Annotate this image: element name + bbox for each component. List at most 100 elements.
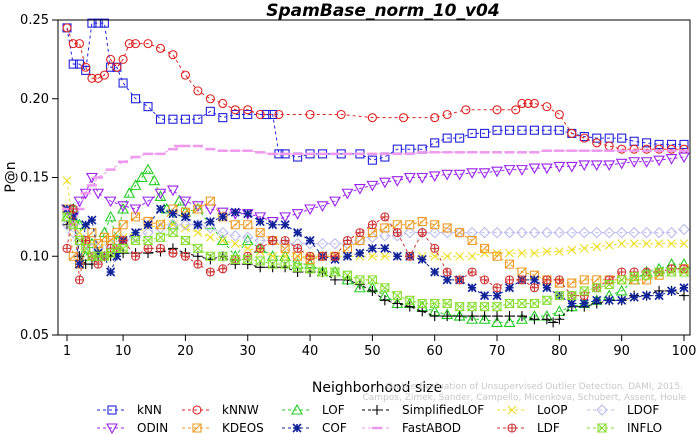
point-inflo (391, 291, 403, 301)
point-simplifiedlof (379, 295, 390, 306)
point-lof (154, 190, 167, 201)
point-knnw (131, 39, 141, 49)
point-simplifiedlof (541, 314, 552, 325)
point-ldof (590, 226, 603, 239)
point-cof (106, 267, 116, 277)
point-odin (478, 168, 491, 179)
series-odin (61, 152, 690, 228)
point-odin (254, 212, 267, 224)
point-inflo (566, 291, 578, 301)
point-odin (590, 160, 603, 172)
point-ldf (118, 235, 128, 246)
legend-label-simplifiedlof: SimplifiedLOF (402, 403, 484, 417)
point-loop (654, 239, 664, 249)
point-ldf (430, 243, 440, 253)
point-ldof (566, 226, 578, 239)
legend: kNN kNNW LOF SimplifiedLOF LoOP LDOF ODIN KDEOS… (97, 403, 662, 434)
point-ldf (193, 259, 203, 269)
legend-label-ldof: LDOF (627, 403, 659, 417)
point-loop (629, 239, 639, 249)
legend-entry-simplifiedlof: SimplifiedLOF (362, 403, 484, 417)
point-cof (567, 298, 577, 309)
point-inflo (603, 280, 615, 290)
legend-entry-fastabod: FastABOD (362, 421, 461, 434)
point-inflo (441, 298, 453, 309)
series-knnw (62, 23, 689, 154)
point-loop (62, 176, 72, 186)
point-loop (467, 251, 477, 261)
series-line-odin (66, 156, 685, 223)
point-ldf (143, 243, 153, 253)
point-kdeos (392, 220, 402, 230)
point-inflo (74, 235, 85, 246)
point-loop (193, 228, 203, 238)
legend-entry-odin: ODIN (97, 421, 168, 434)
point-cof (392, 251, 402, 261)
point-inflo (254, 256, 266, 266)
point-lof (491, 316, 503, 327)
point-simplifiedlof (479, 311, 490, 322)
legend-label-loop: LoOP (537, 403, 568, 417)
legend-label-odin: ODIN (137, 421, 168, 434)
point-knnw (230, 105, 240, 115)
legend-entry-inflo: INFLO (587, 421, 662, 434)
point-simplifiedlof (529, 314, 540, 325)
point-odin (378, 177, 391, 189)
point-inflo (504, 298, 515, 309)
legend-label-fastabod: FastABOD (402, 421, 461, 434)
point-knn (455, 133, 465, 143)
point-odin (653, 155, 666, 167)
point-ldf (417, 228, 427, 238)
y-tick-label: 0.25 (20, 13, 49, 28)
point-knnw (542, 102, 552, 112)
point-cof (255, 217, 265, 227)
legend-marker-knnw (192, 405, 202, 415)
point-ldof (603, 226, 615, 239)
point-loop (604, 240, 614, 250)
point-ldof (204, 222, 217, 234)
point-inflo (616, 275, 628, 285)
point-simplifiedlof (679, 290, 689, 301)
point-ldf (455, 275, 465, 285)
point-cof (130, 228, 141, 238)
point-kdeos (480, 243, 490, 253)
point-lof (129, 179, 142, 190)
point-knnw (642, 144, 652, 154)
point-kdeos (492, 251, 502, 261)
point-odin (167, 185, 179, 197)
point-ldf (604, 275, 614, 285)
point-simplifiedlof (492, 311, 503, 322)
point-inflo (454, 302, 465, 312)
point-inflo (242, 254, 254, 264)
point-kdeos (99, 232, 109, 242)
point-loop (530, 248, 539, 258)
point-knn (517, 125, 527, 135)
point-ldof (628, 226, 640, 239)
point-cof (268, 220, 278, 230)
point-lof (148, 174, 161, 186)
point-knnw (367, 113, 377, 123)
point-ldof (541, 226, 553, 239)
point-kdeos (417, 217, 427, 227)
legend-marker-kdeos (192, 423, 202, 433)
point-cof (193, 220, 203, 230)
point-loop (492, 248, 502, 258)
point-lof (135, 171, 148, 183)
point-cof (380, 243, 390, 253)
point-knnw (143, 39, 153, 49)
point-cof (68, 212, 78, 222)
point-inflo (367, 275, 378, 285)
point-loop (667, 239, 676, 249)
point-ldf (342, 235, 353, 246)
point-inflo (479, 302, 490, 312)
point-knn (480, 128, 490, 138)
point-loop (505, 248, 514, 258)
point-cof (367, 243, 377, 253)
point-inflo (591, 283, 603, 293)
point-ldof (516, 226, 528, 239)
point-knnw (461, 105, 471, 115)
point-cof (168, 209, 178, 219)
point-ldf (68, 204, 78, 214)
point-knnw (511, 105, 521, 115)
legend-marker-odin (106, 423, 118, 434)
